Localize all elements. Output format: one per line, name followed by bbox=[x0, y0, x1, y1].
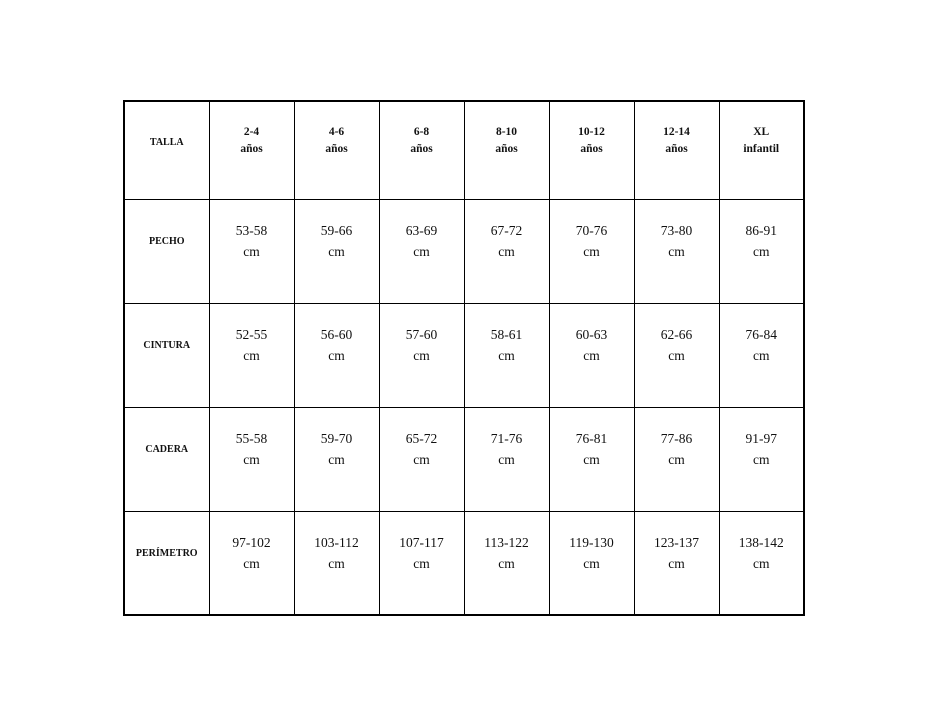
size-cell: 62-66 cm bbox=[633, 302, 720, 408]
size-cell: 56-60 cm bbox=[293, 302, 380, 408]
row-label: PERÍMETRO bbox=[123, 510, 210, 616]
size-cell: 76-81 cm bbox=[548, 406, 635, 512]
header-cell: 10-12 años bbox=[548, 100, 635, 200]
data-row: PECHO 53-58 cm 59-66 cm 63-69 cm 67-72 cm 70-… bbox=[123, 198, 805, 304]
size-cell: 119-130 cm bbox=[548, 510, 635, 616]
size-cell: 57-60 cm bbox=[378, 302, 465, 408]
size-cell: 97-102 cm bbox=[208, 510, 295, 616]
header-cell: 8-10 años bbox=[463, 100, 550, 200]
row-label: CADERA bbox=[123, 406, 210, 512]
size-cell: 86-91 cm bbox=[718, 198, 805, 304]
size-cell: 58-61 cm bbox=[463, 302, 550, 408]
size-cell: 113-122 cm bbox=[463, 510, 550, 616]
size-cell: 65-72 cm bbox=[378, 406, 465, 512]
size-cell: 52-55 cm bbox=[208, 302, 295, 408]
row-label: CINTURA bbox=[123, 302, 210, 408]
size-cell: 60-63 cm bbox=[548, 302, 635, 408]
size-cell: 55-58 cm bbox=[208, 406, 295, 512]
header-cell: XL infantil bbox=[718, 100, 805, 200]
size-cell: 73-80 cm bbox=[633, 198, 720, 304]
header-cell: 4-6 años bbox=[293, 100, 380, 200]
size-cell: 77-86 cm bbox=[633, 406, 720, 512]
row-label: PECHO bbox=[123, 198, 210, 304]
header-cell: 6-8 años bbox=[378, 100, 465, 200]
size-table: TALLA 2-4 años 4-6 años 6-8 años 8-10 años 10… bbox=[123, 100, 805, 616]
data-row: CINTURA 52-55 cm 56-60 cm 57-60 cm 58-61 cm 6… bbox=[123, 302, 805, 408]
size-cell: 76-84 cm bbox=[718, 302, 805, 408]
size-cell: 103-112 cm bbox=[293, 510, 380, 616]
header-cell: 12-14 años bbox=[633, 100, 720, 200]
data-row: CADERA 55-58 cm 59-70 cm 65-72 cm 71-76 cm 76… bbox=[123, 406, 805, 512]
size-cell: 91-97 cm bbox=[718, 406, 805, 512]
size-cell: 63-69 cm bbox=[378, 198, 465, 304]
size-cell: 138-142 cm bbox=[718, 510, 805, 616]
size-cell: 123-137 cm bbox=[633, 510, 720, 616]
size-cell: 59-66 cm bbox=[293, 198, 380, 304]
size-cell: 53-58 cm bbox=[208, 198, 295, 304]
size-cell: 67-72 cm bbox=[463, 198, 550, 304]
data-row: PERÍMETRO 97-102 cm 103-112 cm 107-117 cm 11… bbox=[123, 510, 805, 616]
size-cell: 107-117 cm bbox=[378, 510, 465, 616]
size-cell: 71-76 cm bbox=[463, 406, 550, 512]
header-cell: TALLA bbox=[123, 100, 210, 200]
header-row: TALLA 2-4 años 4-6 años 6-8 años 8-10 años 10… bbox=[123, 100, 805, 200]
size-cell: 59-70 cm bbox=[293, 406, 380, 512]
header-cell: 2-4 años bbox=[208, 100, 295, 200]
size-cell: 70-76 cm bbox=[548, 198, 635, 304]
